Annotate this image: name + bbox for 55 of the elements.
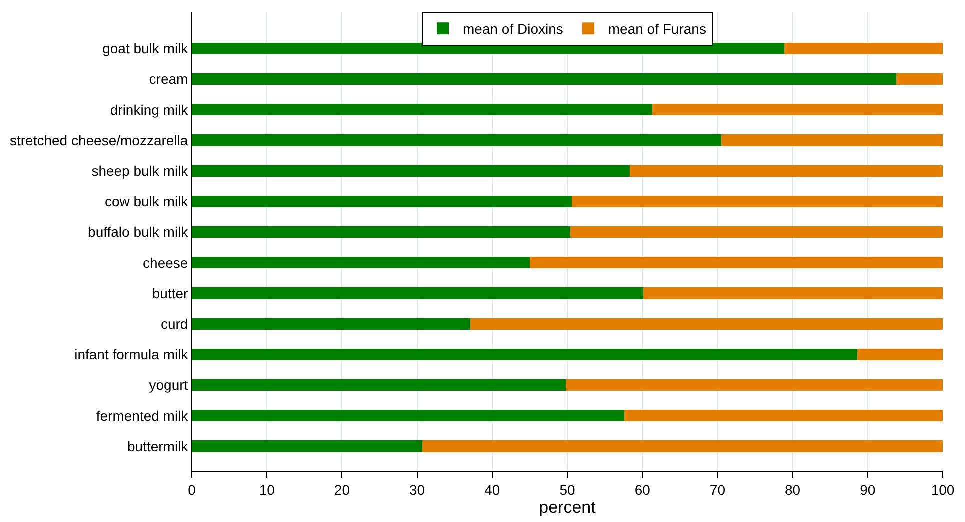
x-tick-label: 60 <box>634 482 651 498</box>
legend-label: mean of Furans <box>608 21 706 38</box>
x-tick-label: 90 <box>860 482 876 498</box>
bar <box>192 348 858 361</box>
bar <box>572 196 943 208</box>
bar <box>192 380 566 392</box>
x-tick-label: 10 <box>259 482 276 498</box>
y-tick-label: stretched cheese/mozzarella <box>10 132 188 148</box>
bar <box>896 74 943 86</box>
bar <box>192 257 530 269</box>
bar <box>857 348 943 361</box>
bar <box>624 410 943 422</box>
x-tick-label: 100 <box>931 482 955 498</box>
y-tick-label: butter <box>152 285 189 302</box>
x-tick-label: 20 <box>334 482 350 498</box>
y-tick-label: infant formula milk <box>74 346 190 363</box>
bar <box>192 440 423 452</box>
bar <box>422 440 943 452</box>
bar <box>630 165 943 177</box>
bar <box>566 380 943 392</box>
x-tick-label: 0 <box>188 482 196 498</box>
y-tick-label: fermented milk <box>96 408 190 424</box>
bar <box>192 104 652 116</box>
bar <box>192 288 644 300</box>
bar <box>192 165 630 177</box>
y-tick-label: cow bulk milk <box>104 194 190 210</box>
y-tick-label: sheep bulk milk <box>92 163 190 180</box>
y-tick-label: curd <box>160 316 188 332</box>
y-tick-label: goat bulk milk <box>102 40 190 57</box>
y-tick-label: cheese <box>143 254 188 271</box>
x-axis-title: percent <box>539 498 596 517</box>
bar <box>721 134 943 146</box>
bar <box>192 196 572 208</box>
bar <box>192 318 471 330</box>
y-tick-label: buffalo bulk milk <box>88 224 190 240</box>
bar <box>192 410 625 422</box>
y-tick-label: drinking milk <box>110 102 190 118</box>
bar <box>192 226 570 238</box>
bar <box>192 74 896 86</box>
x-tick-label: 50 <box>560 482 576 498</box>
y-tick-label: yogurt <box>149 377 188 394</box>
bar <box>192 134 722 146</box>
x-tick-label: 80 <box>785 482 801 498</box>
bar <box>570 226 943 238</box>
legend-label: mean of Dioxins <box>463 21 564 38</box>
bar <box>652 104 943 116</box>
bar <box>530 257 943 269</box>
x-tick-label: 70 <box>710 482 726 498</box>
bar <box>470 318 943 330</box>
x-tick-label: 30 <box>410 482 426 498</box>
bar <box>643 288 943 300</box>
bar <box>784 42 943 55</box>
y-tick-label: buttermilk <box>128 438 190 454</box>
y-tick-label: cream <box>149 71 188 88</box>
x-tick-label: 40 <box>484 482 500 498</box>
